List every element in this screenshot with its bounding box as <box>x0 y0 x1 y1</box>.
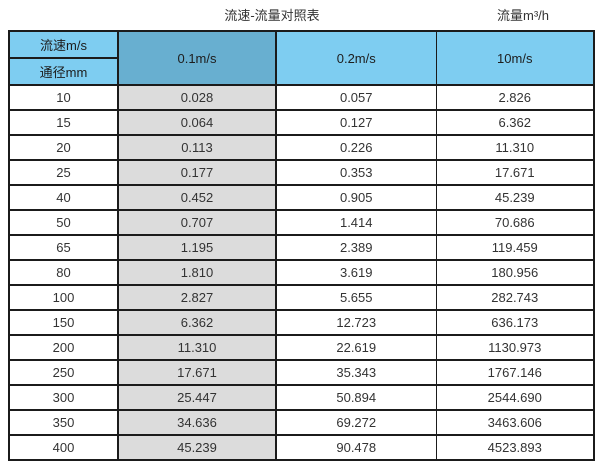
titlebar: 流速-流量对照表 流量m³/h <box>0 0 600 30</box>
table-row: 65 1.195 2.389 119.459 <box>8 234 595 261</box>
value-cell-0-1ms: 1.810 <box>117 259 277 286</box>
value-cell-0-2ms: 12.723 <box>275 309 437 336</box>
value-cell-10ms: 17.671 <box>435 159 595 186</box>
value-cell-10ms: 4523.893 <box>435 434 595 461</box>
value-cell-0-2ms: 2.389 <box>275 234 437 261</box>
header-velocity-label: 流速m/s <box>8 30 119 59</box>
table-title: 流速-流量对照表 <box>224 8 320 23</box>
value-cell-0-1ms: 45.239 <box>117 434 277 461</box>
value-cell-0-1ms: 1.195 <box>117 234 277 261</box>
value-cell-0-2ms: 50.894 <box>275 384 437 411</box>
table-row: 100 2.827 5.655 282.743 <box>8 284 595 311</box>
header-row-velocity: 流速m/s 0.1m/s 0.2m/s 10m/s <box>8 30 595 86</box>
value-cell-0-1ms: 34.636 <box>117 409 277 436</box>
table-row: 80 1.810 3.619 180.956 <box>8 259 595 286</box>
value-cell-0-2ms: 1.414 <box>275 209 437 236</box>
value-cell-0-1ms: 0.452 <box>117 184 277 211</box>
value-cell-10ms: 2544.690 <box>435 384 595 411</box>
table-row: 25 0.177 0.353 17.671 <box>8 159 595 186</box>
table-row: 40 0.452 0.905 45.239 <box>8 184 595 211</box>
value-cell-10ms: 3463.606 <box>435 409 595 436</box>
value-cell-10ms: 1767.146 <box>435 359 595 386</box>
diameter-cell: 40 <box>8 184 119 211</box>
value-cell-10ms: 119.459 <box>435 234 595 261</box>
value-cell-0-2ms: 0.057 <box>275 84 437 111</box>
table-row: 10 0.028 0.057 2.826 <box>8 84 595 111</box>
diameter-cell: 50 <box>8 209 119 236</box>
value-cell-0-2ms: 22.619 <box>275 334 437 361</box>
diameter-cell: 400 <box>8 434 119 461</box>
flow-unit-label: 流量m³/h <box>496 8 550 23</box>
diameter-cell: 25 <box>8 159 119 186</box>
value-cell-0-1ms: 0.028 <box>117 84 277 111</box>
value-cell-10ms: 282.743 <box>435 284 595 311</box>
table-row: 20 0.113 0.226 11.310 <box>8 134 595 161</box>
table-row: 200 11.310 22.619 1130.973 <box>8 334 595 361</box>
flow-rate-table: 流速m/s 0.1m/s 0.2m/s 10m/s 通径mm 10 0.028 … <box>8 30 595 461</box>
header-col-0-2ms: 0.2m/s <box>275 30 437 86</box>
value-cell-10ms: 636.173 <box>435 309 595 336</box>
header-col-0-1ms: 0.1m/s <box>117 30 277 86</box>
value-cell-0-1ms: 17.671 <box>117 359 277 386</box>
header-diameter-label: 通径mm <box>8 57 119 86</box>
diameter-cell: 100 <box>8 284 119 311</box>
value-cell-0-1ms: 6.362 <box>117 309 277 336</box>
value-cell-10ms: 2.826 <box>435 84 595 111</box>
table-row: 400 45.239 90.478 4523.893 <box>8 434 595 461</box>
diameter-cell: 350 <box>8 409 119 436</box>
value-cell-0-2ms: 0.353 <box>275 159 437 186</box>
diameter-cell: 300 <box>8 384 119 411</box>
diameter-cell: 200 <box>8 334 119 361</box>
diameter-cell: 250 <box>8 359 119 386</box>
diameter-cell: 150 <box>8 309 119 336</box>
diameter-cell: 20 <box>8 134 119 161</box>
table-row: 300 25.447 50.894 2544.690 <box>8 384 595 411</box>
table-row: 50 0.707 1.414 70.686 <box>8 209 595 236</box>
table-row: 15 0.064 0.127 6.362 <box>8 109 595 136</box>
value-cell-0-2ms: 0.226 <box>275 134 437 161</box>
value-cell-10ms: 6.362 <box>435 109 595 136</box>
value-cell-10ms: 1130.973 <box>435 334 595 361</box>
table-row: 350 34.636 69.272 3463.606 <box>8 409 595 436</box>
diameter-cell: 15 <box>8 109 119 136</box>
value-cell-0-1ms: 11.310 <box>117 334 277 361</box>
value-cell-0-1ms: 0.064 <box>117 109 277 136</box>
value-cell-10ms: 11.310 <box>435 134 595 161</box>
header-col-10ms: 10m/s <box>435 30 595 86</box>
diameter-cell: 10 <box>8 84 119 111</box>
value-cell-0-1ms: 2.827 <box>117 284 277 311</box>
diameter-cell: 80 <box>8 259 119 286</box>
value-cell-10ms: 180.956 <box>435 259 595 286</box>
value-cell-0-1ms: 0.177 <box>117 159 277 186</box>
value-cell-0-2ms: 5.655 <box>275 284 437 311</box>
table-header: 流速m/s 0.1m/s 0.2m/s 10m/s 通径mm <box>8 30 595 86</box>
value-cell-0-2ms: 3.619 <box>275 259 437 286</box>
value-cell-0-2ms: 0.905 <box>275 184 437 211</box>
value-cell-0-1ms: 25.447 <box>117 384 277 411</box>
value-cell-0-2ms: 35.343 <box>275 359 437 386</box>
table-row: 150 6.362 12.723 636.173 <box>8 309 595 336</box>
value-cell-10ms: 45.239 <box>435 184 595 211</box>
table-row: 250 17.671 35.343 1767.146 <box>8 359 595 386</box>
value-cell-0-2ms: 90.478 <box>275 434 437 461</box>
value-cell-0-1ms: 0.707 <box>117 209 277 236</box>
value-cell-0-1ms: 0.113 <box>117 134 277 161</box>
value-cell-10ms: 70.686 <box>435 209 595 236</box>
value-cell-0-2ms: 0.127 <box>275 109 437 136</box>
header-row-diameter: 通径mm <box>8 57 594 86</box>
diameter-cell: 65 <box>8 234 119 261</box>
table-body: 10 0.028 0.057 2.826 15 0.064 0.127 6.36… <box>8 84 595 461</box>
value-cell-0-2ms: 69.272 <box>275 409 437 436</box>
